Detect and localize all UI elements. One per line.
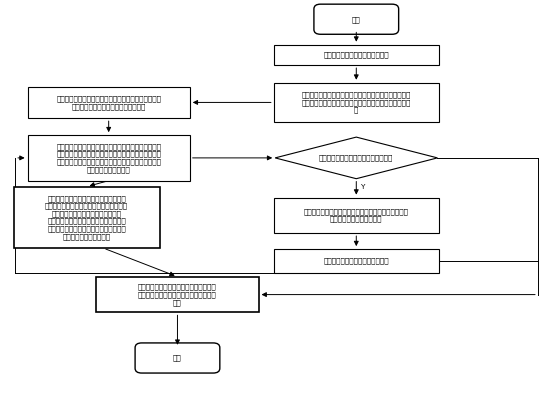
Text: 结束: 结束 (173, 355, 182, 361)
FancyBboxPatch shape (135, 343, 220, 373)
Bar (96, 277, 259, 312)
FancyBboxPatch shape (314, 4, 399, 34)
Text: 向发出所述用户信息的终端发送将所述用户信息在管理
中心上进行注册的注册提醒: 向发出所述用户信息的终端发送将所述用户信息在管理 中心上进行注册的注册提醒 (304, 208, 409, 223)
Text: Y: Y (361, 184, 365, 190)
Text: 检测中心实时检测纸盒中，打印纸的剩余
量；若在检测到所述打印预剩余数量达到阈
值时，向管理中心发送打印纸不足报
警；实时监测打印机墨水余量；并在监测
到所述打印: 检测中心实时检测纸盒中，打印纸的剩余 量；若在检测到所述打印预剩余数量达到阈 值… (45, 195, 128, 240)
Text: 管理中心接收终端发送的打印请求: 管理中心接收终端发送的打印请求 (324, 51, 389, 58)
Bar (274, 45, 439, 65)
Polygon shape (275, 137, 437, 179)
Text: 为维中心实时检测共享打印机故障，并在
检测到存在故障时，向管理中心发送故障
报警: 为维中心实时检测共享打印机故障，并在 检测到存在故障时，向管理中心发送故障 报警 (138, 284, 217, 306)
Text: 根据对所述用户信息的鉴定结果，若所述用户信息为合
法用户信息，则管理中心控制开启共享打印机机房；若
所述用户信息为非合法用户信息，则管理中心控制所述
共享打印机: 根据对所述用户信息的鉴定结果，若所述用户信息为合 法用户信息，则管理中心控制开启… (56, 143, 161, 173)
Bar (28, 87, 190, 118)
Text: 管理中心对所述打印请求中携带的用户信息进行鉴定，
判断该述用户信息是否为合法用户信息: 管理中心对所述打印请求中携带的用户信息进行鉴定， 判断该述用户信息是否为合法用户… (56, 95, 161, 110)
Text: 开始: 开始 (352, 16, 361, 22)
Text: 管理中心对所述用户信息进行注册: 管理中心对所述用户信息进行注册 (324, 258, 389, 264)
Bar (28, 135, 190, 181)
Bar (14, 187, 160, 248)
Bar (274, 249, 439, 273)
Bar (274, 83, 439, 122)
Text: 所述非合法用户信息为用户信息未注册: 所述非合法用户信息为用户信息未注册 (319, 154, 394, 161)
Bar (274, 198, 439, 233)
Text: 管理中心统计共享打印机机房内部用户量，若在共享打印
机机房使用用户数达到固定值时，拒绝后续用户的打印请
求: 管理中心统计共享打印机机房内部用户量，若在共享打印 机机房使用用户数达到固定值时… (301, 91, 411, 113)
